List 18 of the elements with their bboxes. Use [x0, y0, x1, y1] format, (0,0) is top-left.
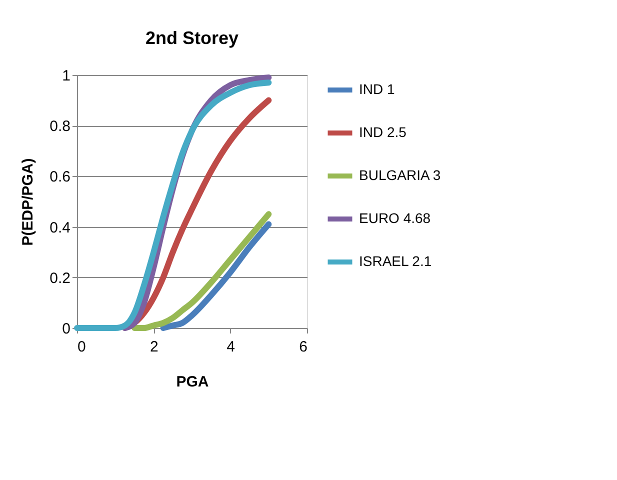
x-tick-label: 6 — [299, 338, 308, 356]
legend-label: ISRAEL 2.1 — [359, 253, 432, 269]
x-tick-label: 4 — [226, 338, 236, 356]
y-tick-label: 0.2 — [50, 270, 70, 287]
y-tick-label: 0 — [62, 320, 70, 338]
legend-label: EURO 4.68 — [359, 210, 431, 226]
y-axis-title: P(EDP/PGA) — [20, 158, 37, 246]
x-tick-label: 2 — [150, 338, 158, 356]
legend-label: IND 1 — [359, 81, 395, 97]
x-axis-title: PGA — [176, 374, 209, 390]
y-tick-label: 0.4 — [50, 219, 70, 236]
legend-label: BULGARIA 3 — [359, 167, 441, 183]
legend-label: IND 2.5 — [359, 124, 407, 140]
x-tick-label: 0 — [78, 338, 86, 356]
y-tick-label: 1 — [62, 68, 70, 84]
y-tick-label: 0.6 — [50, 168, 70, 186]
y-tick-label: 0.8 — [50, 118, 70, 136]
chart-title: 2nd Storey — [145, 28, 239, 48]
